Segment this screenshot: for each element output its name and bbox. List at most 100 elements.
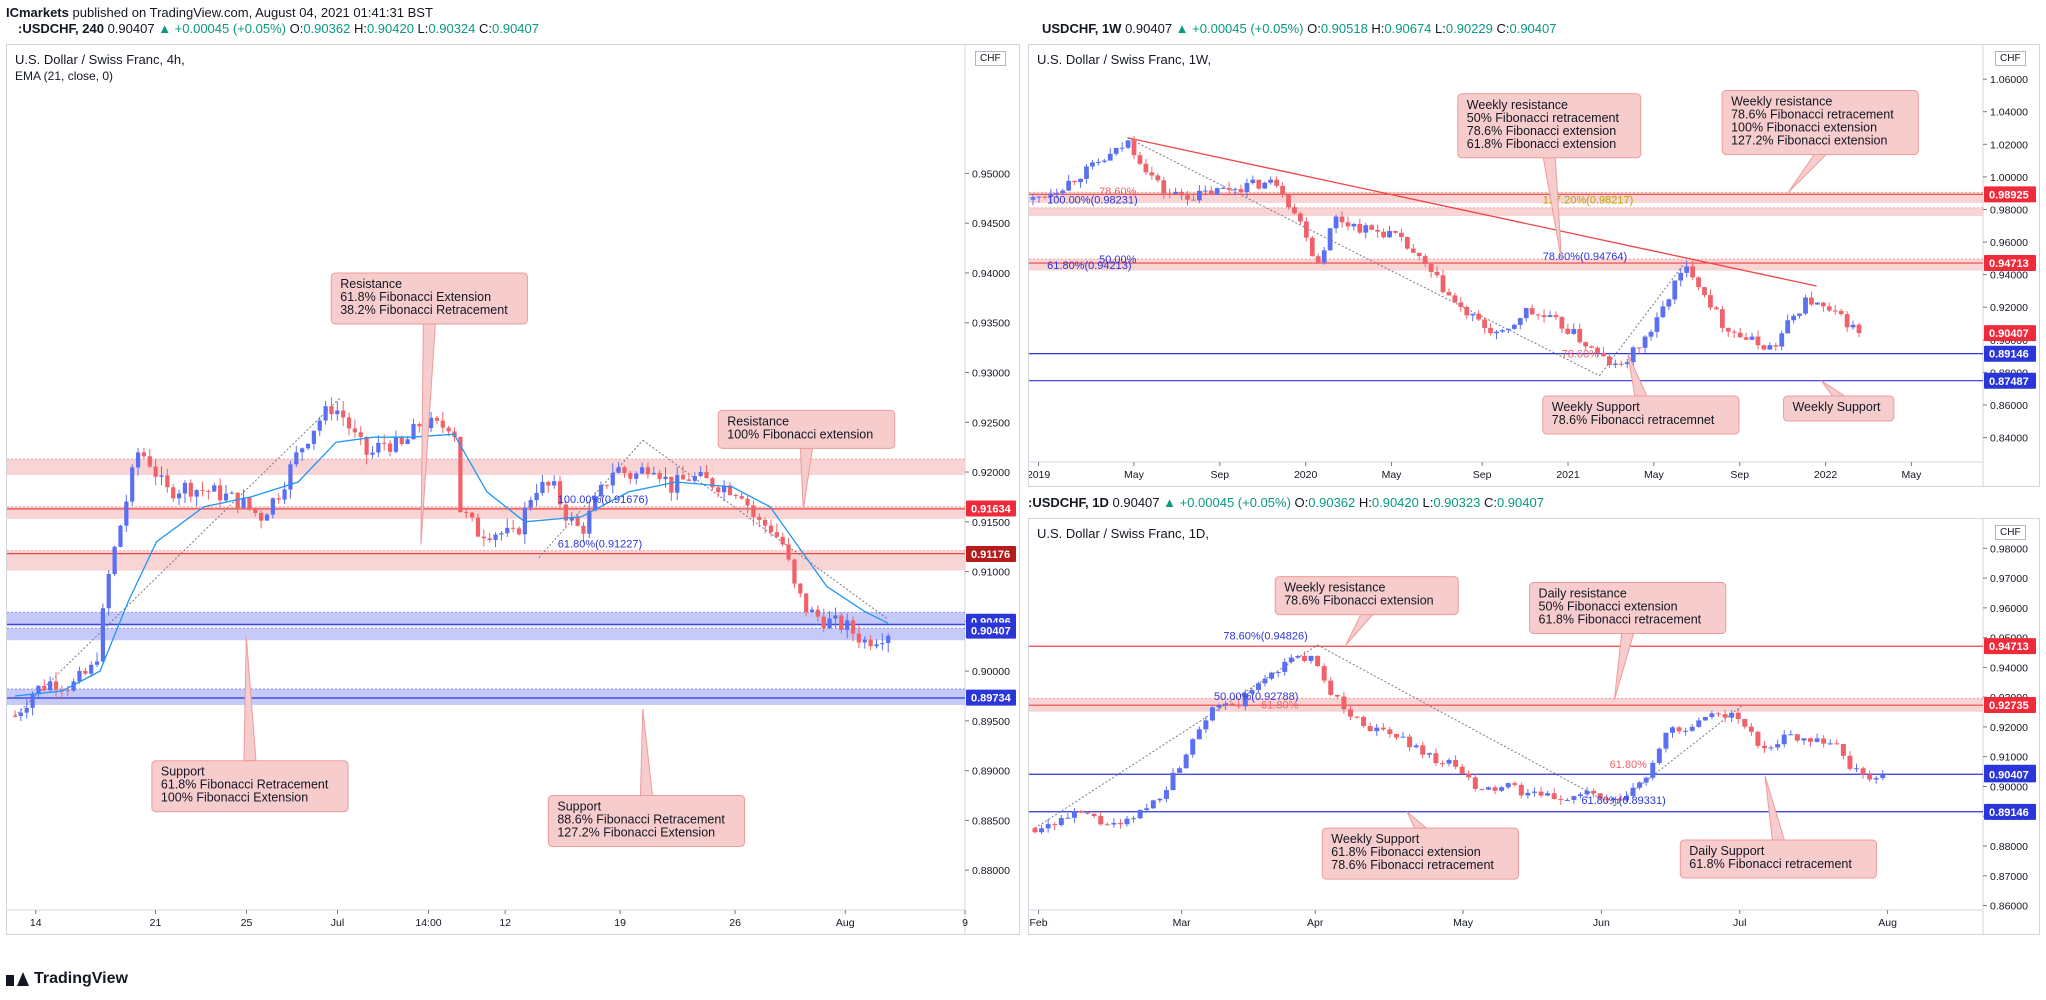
candle-body	[499, 533, 504, 535]
candle-body	[1045, 824, 1051, 829]
candle-body	[1545, 793, 1551, 796]
candle-body	[346, 417, 352, 429]
candle-body	[745, 498, 750, 506]
candle-body	[1333, 216, 1339, 229]
candle-body	[804, 593, 809, 613]
callout-text: 50% Fibonacci retracement	[1467, 111, 1620, 125]
chart-svg-4h[interactable]: 100.00%(0.91676) 61.80%(0.91227) 0.95000 0.…	[7, 45, 1019, 934]
candle-body	[1393, 230, 1398, 233]
candle-body	[1149, 172, 1155, 176]
candle-body	[1036, 196, 1042, 198]
candle-body	[1565, 328, 1571, 334]
price-tick-label: 0.94000	[1990, 662, 2028, 674]
candle-body	[1797, 313, 1802, 316]
price-tag-label: 0.90407	[1989, 328, 2029, 340]
time-tick-label: 2021	[1556, 469, 1580, 481]
candle-body	[1101, 160, 1107, 162]
candle-body	[1577, 794, 1583, 797]
ticker-low-label: L:	[1422, 495, 1434, 510]
candle-body	[1354, 716, 1360, 718]
candle-body	[1262, 678, 1268, 684]
candle-body	[557, 481, 563, 505]
time-tick-label: Mar	[1173, 917, 1192, 929]
price-tick-label: 0.93000	[972, 367, 1010, 379]
chart-panel-4h[interactable]: 100.00%(0.91676) 61.80%(0.91227) 0.95000 0.…	[6, 44, 1020, 935]
candle-body	[1381, 231, 1386, 238]
candle-body	[294, 452, 299, 465]
ticker-d1: :USDCHF, 1D 0.90407 ▲ +0.00045 (+0.05%) …	[1028, 494, 1544, 512]
candle-body	[1288, 657, 1294, 662]
candle-body	[587, 510, 592, 534]
ticker-close-label: C:	[1496, 21, 1510, 36]
candle-body	[1369, 225, 1375, 230]
candle-body	[317, 420, 322, 431]
candle-body	[1387, 729, 1393, 735]
candle-body	[1393, 734, 1399, 738]
callout-text: 127.2% Fibonacci extension	[1731, 134, 1887, 148]
candle-body	[1729, 712, 1735, 718]
candle-body	[1610, 798, 1616, 800]
candle-body	[1048, 193, 1054, 197]
currency-badge[interactable]: CHF	[1995, 51, 2026, 66]
indicator-label[interactable]: EMA (21, close, 0)	[15, 69, 114, 83]
candle-body	[1459, 766, 1465, 774]
candle-body	[1663, 732, 1669, 749]
price-tag-label: 0.92735	[1989, 700, 2029, 712]
candle-body	[1577, 328, 1583, 343]
chart-panel-1w[interactable]: 100.00%(0.98231) 61.80%(0.94213) 50.00% 78.…	[1028, 44, 2040, 487]
candle-body	[1584, 790, 1590, 795]
candle-body	[1084, 166, 1089, 179]
candle-body	[833, 615, 838, 619]
candle-body	[417, 423, 422, 427]
callout-box	[1721, 90, 1919, 156]
candle-body	[552, 481, 557, 486]
candle-body	[1458, 302, 1464, 307]
time-tick-label: May	[1453, 917, 1474, 929]
ema-line	[14, 433, 889, 697]
author-name[interactable]: ICmarkets	[6, 5, 69, 20]
candle-body	[135, 452, 141, 468]
candle-body	[1137, 809, 1143, 819]
price-tick-label: 0.98000	[1990, 204, 2028, 216]
ticker-high-label: H:	[353, 21, 367, 36]
candle-body	[59, 689, 64, 691]
candle-body	[692, 476, 697, 481]
callout-pointer	[1345, 614, 1374, 646]
candle-body	[1078, 178, 1083, 183]
chart-svg-1d[interactable]: 78.60%(0.94826)50.00%(0.92788)61.80%61.8…	[1029, 519, 2039, 934]
currency-badge[interactable]: CHF	[1995, 525, 2026, 540]
candle-body	[1618, 363, 1624, 365]
callout-pointer	[799, 447, 814, 510]
time-tick-label: Sep	[1473, 469, 1492, 481]
fib-tool-line	[1127, 137, 1600, 377]
candle-body	[763, 519, 768, 526]
candle-body	[675, 475, 680, 493]
ticker-change: ▲ +0.00045 (+0.05%)	[1163, 495, 1295, 510]
candle-body	[1232, 189, 1238, 191]
candle-body	[329, 406, 334, 415]
candle-body	[1589, 346, 1594, 348]
ticker-w1: USDCHF, 1W 0.90407 ▲ +0.00045 (+0.05%) O…	[1042, 20, 1556, 38]
candle-body	[241, 497, 246, 508]
price-tick-label: 0.91000	[972, 567, 1010, 579]
fib-label: 50.00%	[1099, 254, 1137, 266]
callout-text: Weekly resistance	[1284, 581, 1385, 595]
chart-svg-1w[interactable]: 100.00%(0.98231) 61.80%(0.94213)50.00% 78.…	[1029, 45, 2039, 486]
candle-body	[48, 681, 53, 691]
callout-text: 78.6% Fibonacci extension	[1467, 124, 1616, 138]
chart-panel-1d[interactable]: 78.60%(0.94826) 50.00%(0.92788) 61.80% 61.8…	[1028, 518, 2040, 935]
currency-badge[interactable]: CHF	[975, 51, 1006, 66]
price-tick-label: 0.88000	[972, 865, 1010, 877]
candle-body	[1183, 754, 1189, 769]
candle-body	[270, 498, 275, 515]
ticker-symbol: :USDCHF, 240	[18, 21, 108, 36]
time-tick-label: May	[1644, 469, 1665, 481]
candle-body	[1113, 147, 1119, 154]
tradingview-logo[interactable]: TradingView	[6, 970, 128, 988]
price-zone	[7, 459, 965, 476]
candle-body	[1725, 327, 1731, 332]
candle-body	[194, 490, 199, 497]
callout-pointer	[639, 708, 654, 797]
callout-text: Weekly resistance	[1467, 98, 1568, 112]
price-tick-label: 0.87000	[1990, 871, 2028, 883]
